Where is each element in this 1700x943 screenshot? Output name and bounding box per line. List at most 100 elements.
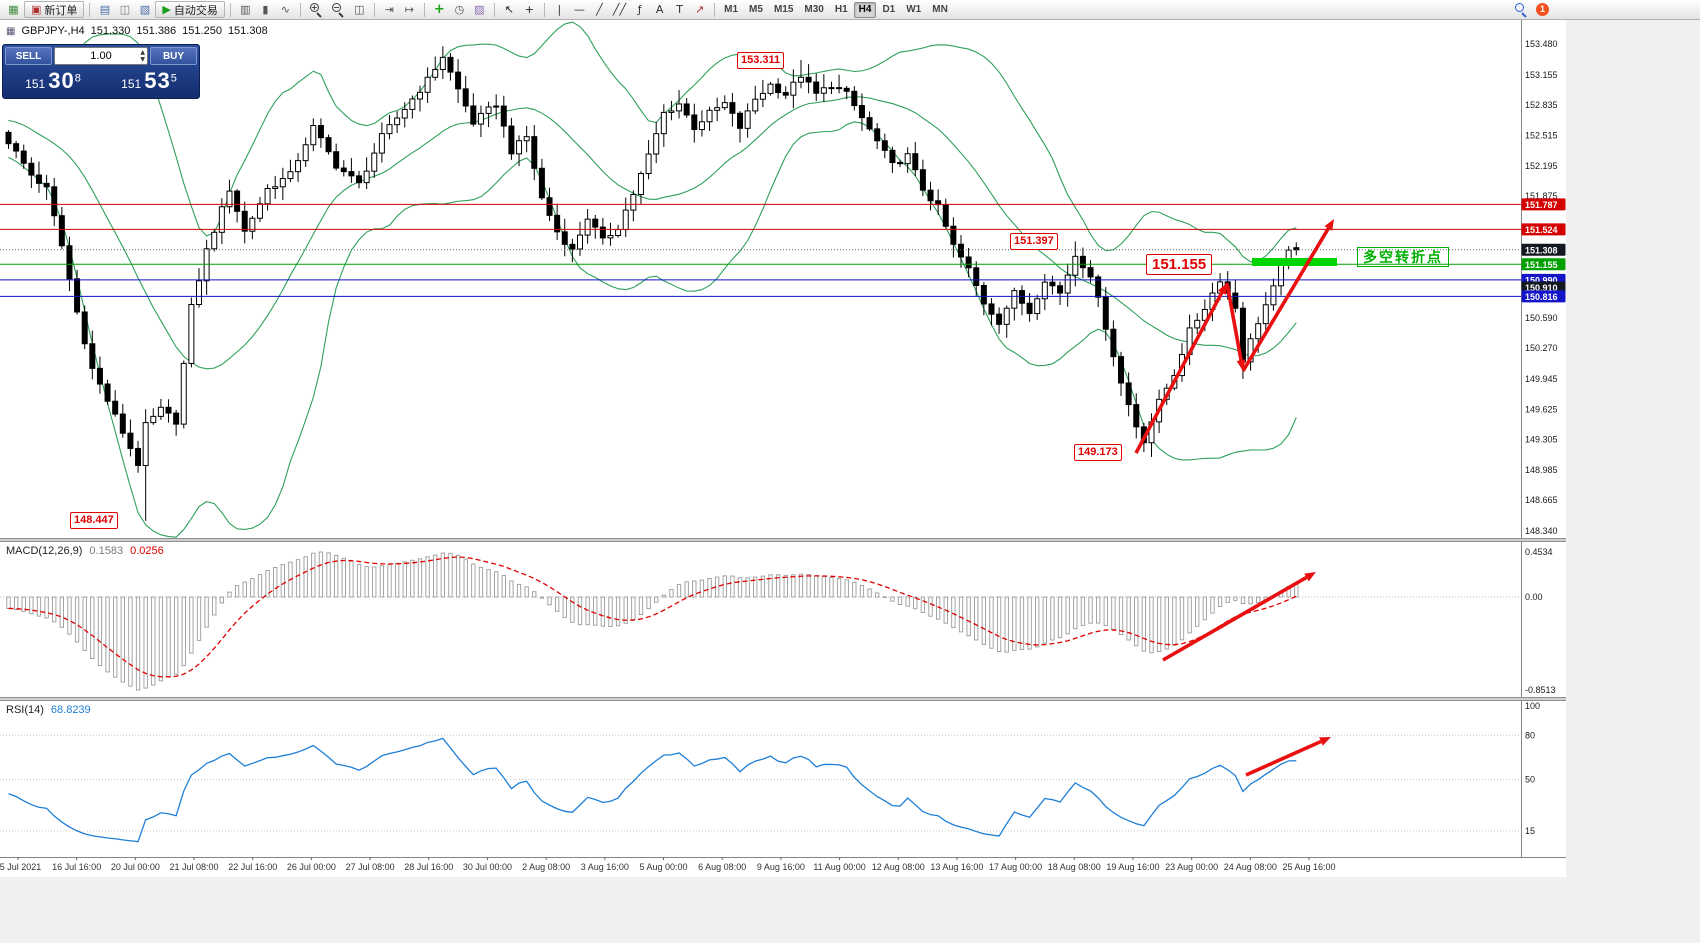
- volume-up-icon[interactable]: ▲: [140, 49, 145, 56]
- panel-separator[interactable]: [0, 697, 1566, 701]
- trend-arrow-head: [1324, 219, 1334, 231]
- rsi-panel[interactable]: [0, 701, 1521, 857]
- svg-text:5 Aug 00:00: 5 Aug 00:00: [639, 862, 687, 872]
- price-callout[interactable]: 151.397: [1010, 233, 1058, 250]
- pivot-note[interactable]: 多空转折点: [1357, 247, 1449, 267]
- profiles-icon[interactable]: ◫: [115, 1, 134, 18]
- new-chart-icon-glyph: ▧: [139, 3, 151, 16]
- line-chart-type-icon[interactable]: ∿: [276, 1, 295, 18]
- toolbar-separator: [423, 2, 425, 17]
- candlestick-type-icon[interactable]: ▮: [256, 1, 275, 18]
- svg-text:152.195: 152.195: [1525, 161, 1558, 171]
- timeframe-m30-button[interactable]: M30: [804, 4, 824, 15]
- price-callout[interactable]: 151.155: [1146, 254, 1213, 275]
- cursor-icon[interactable]: ↖: [500, 1, 519, 18]
- rsi-title: RSI(14): [6, 704, 44, 716]
- svg-text:16 Jul 16:00: 16 Jul 16:00: [52, 862, 101, 872]
- periods-icon[interactable]: ◷: [450, 1, 469, 18]
- svg-text:150.816: 150.816: [1525, 292, 1558, 302]
- svg-text:24 Aug 08:00: 24 Aug 08:00: [1224, 862, 1277, 872]
- price-callout[interactable]: 149.173: [1074, 444, 1122, 461]
- svg-text:150.590: 150.590: [1525, 313, 1558, 323]
- volume-value: 1.00: [90, 50, 112, 62]
- price-scale-column[interactable]: [1521, 20, 1566, 877]
- rsi-plot: [0, 734, 1521, 843]
- macd-panel[interactable]: [0, 542, 1521, 697]
- label-icon[interactable]: T: [670, 1, 689, 18]
- new-chart-icon[interactable]: ▧: [135, 1, 154, 18]
- timeframe-m5-button[interactable]: M5: [749, 4, 763, 15]
- channel-icon-glyph: ╱╱: [612, 3, 627, 16]
- search-icon[interactable]: [1514, 2, 1529, 18]
- panel-separator[interactable]: [0, 538, 1566, 542]
- svg-text:22 Jul 16:00: 22 Jul 16:00: [228, 862, 277, 872]
- fibonacci-icon[interactable]: ƒ: [630, 1, 649, 18]
- vertical-line-icon-glyph: |: [557, 3, 562, 16]
- trend-arrow-head: [1319, 737, 1331, 746]
- svg-text:152.835: 152.835: [1525, 100, 1558, 110]
- chart-window-icon[interactable]: ▦: [4, 1, 23, 18]
- timeframe-w1-button[interactable]: W1: [906, 4, 922, 15]
- market-watch-icon[interactable]: ▤: [95, 1, 114, 18]
- vertical-line-icon[interactable]: |: [550, 1, 569, 18]
- volume-down-icon[interactable]: ▼: [140, 56, 145, 63]
- svg-text:15: 15: [1525, 826, 1535, 836]
- trendline-icon-glyph: ╱: [596, 3, 603, 16]
- chart-shift-icon[interactable]: ↦: [400, 1, 419, 18]
- notification-badge[interactable]: 1: [1536, 3, 1549, 16]
- tile-windows-icon[interactable]: ◫: [350, 1, 369, 18]
- channel-icon[interactable]: ╱╱: [610, 1, 629, 18]
- zoom-in-icon[interactable]: +: [306, 1, 327, 18]
- svg-text:6 Aug 08:00: 6 Aug 08:00: [698, 862, 746, 872]
- candles[interactable]: [5, 46, 1300, 521]
- macd-title: MACD(12,26,9): [6, 545, 83, 557]
- timeframe-m15-button[interactable]: M15: [773, 4, 794, 15]
- svg-text:2 Aug 08:00: 2 Aug 08:00: [522, 862, 570, 872]
- auto-scroll-icon[interactable]: ⇥: [380, 1, 399, 18]
- timeframe-d1-button[interactable]: D1: [882, 4, 896, 15]
- time-axis-strip[interactable]: [0, 857, 1566, 877]
- toolbar-separator: [299, 2, 301, 17]
- price-callout[interactable]: 153.311: [737, 52, 785, 69]
- svg-text:150.990: 150.990: [1525, 275, 1558, 285]
- drawn-arrows[interactable]: [1134, 219, 1337, 777]
- sell-button[interactable]: SELL: [5, 47, 52, 65]
- trend-arrow: [1225, 282, 1243, 361]
- bar-chart-type-icon[interactable]: ▥: [236, 1, 255, 18]
- timeframe-mn-button[interactable]: MN: [932, 4, 948, 15]
- toolbar-buttons: ▦ ▣ 新订单 ▤ ◫ ▧ ▶ 自动交易 ▥ ▮ ∿ + − ◫ ⇥ ↦ + ◷ ▨ ↖ + | — ╱ ╱╱ ƒ A T ↗: [4, 1, 719, 18]
- svg-text:3 Aug 16:00: 3 Aug 16:00: [581, 862, 629, 872]
- zoom-out-icon[interactable]: −: [328, 1, 349, 18]
- rsi-label: RSI(14) 68.8239: [6, 704, 91, 716]
- toolbar-separator: [543, 2, 545, 17]
- crosshair-icon[interactable]: +: [520, 1, 539, 18]
- shapes-icon[interactable]: ↗: [690, 1, 709, 18]
- new-order-button[interactable]: ▣ 新订单: [24, 1, 85, 18]
- volume-spinner[interactable]: ▲ ▼: [140, 49, 145, 63]
- toolbar-separator: [229, 2, 231, 17]
- buy-button[interactable]: BUY: [150, 47, 197, 65]
- horizontal-line-icon[interactable]: —: [570, 1, 589, 18]
- trend-arrow: [1162, 575, 1308, 662]
- trend-arrow: [1245, 739, 1322, 777]
- indicators-add-icon[interactable]: +: [430, 1, 449, 18]
- trendline-icon[interactable]: ╱: [590, 1, 609, 18]
- svg-text:149.625: 149.625: [1525, 404, 1558, 414]
- templates-icon[interactable]: ▨: [470, 1, 489, 18]
- timeframe-h4-button[interactable]: H4: [853, 1, 877, 18]
- macd-label: MACD(12,26,9) 0.1583 0.0256: [6, 545, 164, 557]
- rsi-value: 68.8239: [50, 704, 91, 716]
- main-chart-panel[interactable]: [0, 20, 1521, 538]
- text-icon[interactable]: A: [650, 1, 669, 18]
- price-callout[interactable]: 148.447: [70, 512, 118, 529]
- timeframe-m1-button[interactable]: M1: [724, 4, 739, 15]
- svg-text:11 Aug 00:00: 11 Aug 00:00: [813, 862, 865, 872]
- cursor-icon-glyph: ↖: [504, 3, 514, 16]
- volume-input[interactable]: 1.00 ▲ ▼: [54, 47, 148, 65]
- horizontal-level-lines[interactable]: [0, 203, 1521, 297]
- auto-trading-button[interactable]: ▶ 自动交易: [155, 1, 225, 18]
- horizontal-line-icon-glyph: —: [573, 3, 585, 16]
- timeframe-h1-button[interactable]: H1: [834, 4, 848, 15]
- highlight-bar[interactable]: [1252, 258, 1337, 266]
